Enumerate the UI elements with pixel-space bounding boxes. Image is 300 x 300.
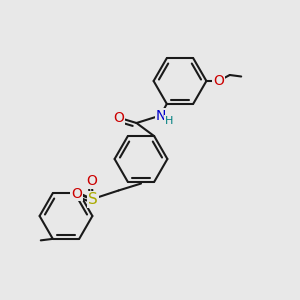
Text: S: S <box>88 192 98 207</box>
Text: O: O <box>71 187 82 200</box>
Text: H: H <box>165 116 173 126</box>
Text: N: N <box>155 109 166 122</box>
Text: O: O <box>113 111 124 124</box>
Text: O: O <box>86 174 97 188</box>
Text: O: O <box>213 74 224 88</box>
